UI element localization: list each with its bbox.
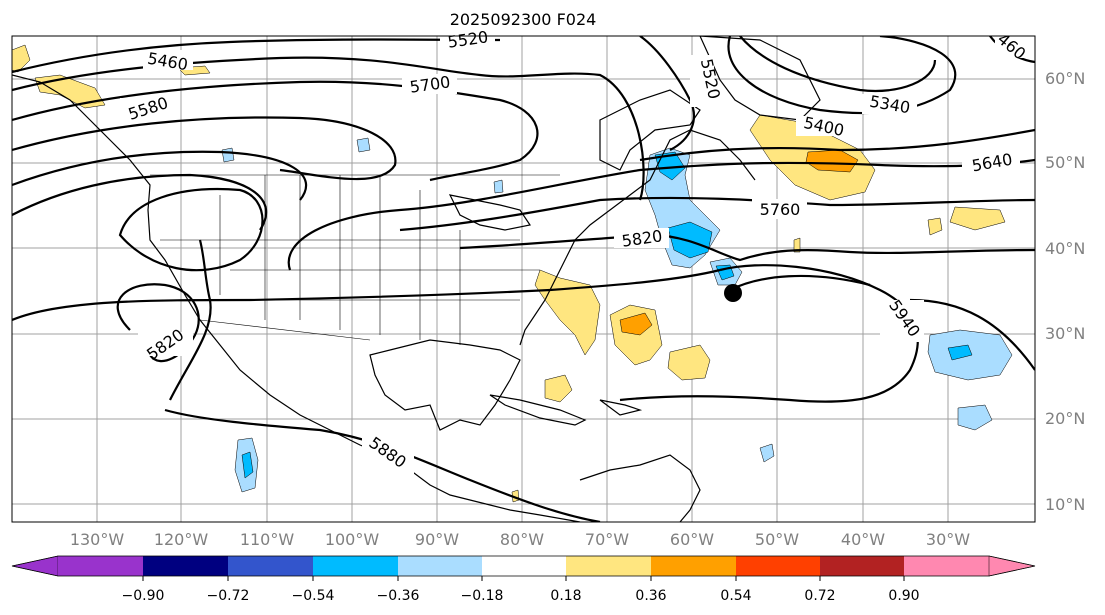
colorbar-label: 0.54 [720, 588, 751, 604]
storm-marker [724, 284, 742, 302]
colorbar-label: −0.54 [292, 588, 335, 604]
lon-label-100: 100°W [325, 530, 380, 549]
map-title: 2025092300 F024 [450, 10, 597, 29]
colorbar-segment [58, 556, 143, 576]
lon-label-80: 80°W [500, 530, 544, 549]
political-borders [150, 174, 560, 345]
colorbar-segment [228, 556, 313, 576]
colorbar: −0.90 −0.72 −0.54 −0.36 −0.18 0.18 0.36 … [11, 555, 1036, 604]
longitude-labels: 130°W 120°W 110°W 100°W 90°W 80°W 70°W 6… [70, 530, 970, 549]
colorbar-segment [143, 556, 228, 576]
colorbar-segment [398, 556, 482, 576]
colorbar-segment [820, 556, 904, 576]
colorbar-extend-low [11, 555, 59, 577]
coastlines [12, 36, 821, 522]
map-frame [11, 35, 1036, 523]
colorbar-segment [482, 556, 566, 576]
colorbar-label: −0.36 [377, 588, 420, 604]
colorbar-label: −0.72 [207, 588, 250, 604]
colorbar-segment [736, 556, 820, 576]
contour-label: 5760 [760, 200, 801, 219]
lon-label-30: 30°W [926, 530, 970, 549]
colorbar-segment [566, 556, 651, 576]
colorbar-segment [904, 556, 989, 576]
colorbar-label: 0.18 [550, 588, 581, 604]
colorbar-outline [11, 555, 1036, 577]
colorbar-segment [313, 556, 398, 576]
lon-label-110: 110°W [240, 530, 295, 549]
colorbar-extend-high [988, 555, 1036, 577]
colorbar-label: −0.18 [461, 588, 504, 604]
lon-label-70: 70°W [585, 530, 629, 549]
map-panel: 5460 5520 5580 5700 5520 460 5340 5400 5… [11, 27, 1036, 523]
colorbar-label: 0.36 [635, 588, 666, 604]
colorbar-label: −0.90 [122, 588, 165, 604]
colorbar-label: 0.90 [888, 588, 919, 604]
colorbar-label: 0.72 [804, 588, 835, 604]
latitude-labels: 60°N 50°N 40°N 30°N 20°N 10°N [1045, 69, 1085, 514]
lon-label-120: 120°W [154, 530, 209, 549]
colorbar-ticks [142, 576, 905, 581]
lon-label-50: 50°W [755, 530, 799, 549]
lon-label-90: 90°W [415, 530, 459, 549]
lat-label-30: 30°N [1045, 324, 1085, 343]
lon-label-60: 60°W [670, 530, 714, 549]
lat-label-50: 50°N [1045, 153, 1085, 172]
lon-label-130: 130°W [70, 530, 125, 549]
lat-label-10: 10°N [1045, 495, 1085, 514]
colorbar-segment [651, 556, 736, 576]
lat-label-40: 40°N [1045, 239, 1085, 258]
lon-label-40: 40°W [841, 530, 885, 549]
lat-label-60: 60°N [1045, 69, 1085, 88]
lat-label-20: 20°N [1045, 409, 1085, 428]
